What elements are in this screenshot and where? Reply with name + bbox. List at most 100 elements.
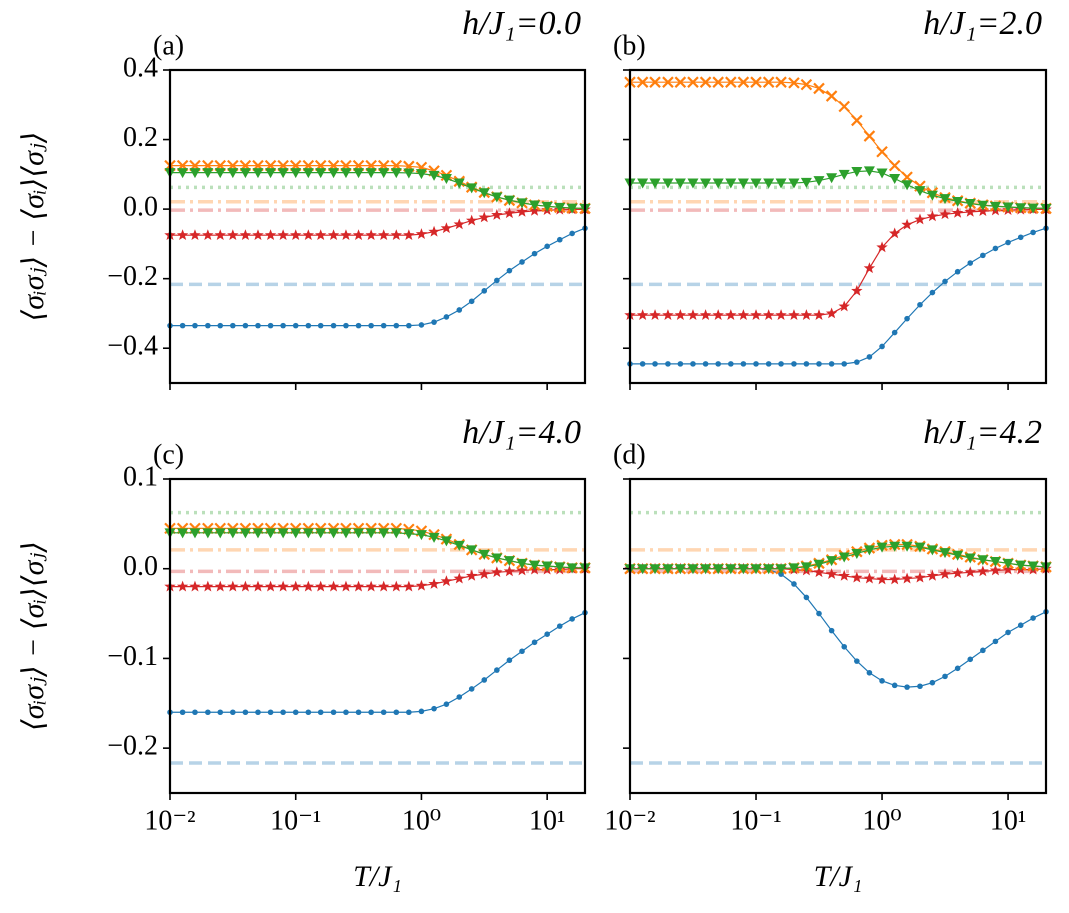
- marker: [453, 178, 465, 189]
- marker: [1027, 561, 1039, 572]
- marker: [917, 301, 923, 308]
- marker: [788, 563, 800, 574]
- marker: [554, 562, 566, 573]
- marker: [494, 277, 500, 284]
- marker: [343, 709, 349, 716]
- marker: [800, 177, 812, 188]
- marker: [826, 173, 838, 184]
- series-line: [630, 545, 1047, 570]
- marker: [964, 553, 976, 564]
- marker: [491, 566, 503, 578]
- marker: [828, 627, 835, 634]
- marker: [453, 218, 465, 230]
- marker: [649, 76, 661, 88]
- marker: [737, 564, 749, 575]
- marker: [177, 168, 189, 179]
- marker: [355, 322, 362, 329]
- marker: [343, 322, 349, 329]
- panel-label: (d): [613, 439, 646, 470]
- marker: [700, 178, 712, 189]
- marker: [544, 631, 550, 638]
- marker: [992, 245, 999, 252]
- y-axis-label: ⟨σᵢσⱼ⟩ − ⟨σᵢ⟩⟨σⱼ⟩: [17, 541, 50, 731]
- marker: [652, 361, 658, 367]
- marker: [456, 694, 463, 700]
- marker: [677, 361, 684, 367]
- y-tick-label: −0.2: [107, 261, 158, 292]
- marker: [841, 361, 848, 367]
- marker: [712, 76, 724, 88]
- marker: [179, 709, 186, 716]
- marker: [712, 178, 724, 189]
- marker: [816, 610, 822, 617]
- marker: [1030, 229, 1036, 236]
- marker: [368, 709, 374, 716]
- marker: [763, 178, 775, 189]
- x-tick-label: 10⁻¹: [730, 805, 781, 836]
- marker: [277, 528, 289, 539]
- marker: [466, 183, 478, 194]
- marker: [715, 361, 721, 367]
- marker: [838, 169, 850, 180]
- marker: [888, 227, 901, 239]
- marker: [866, 354, 873, 360]
- marker: [665, 361, 671, 367]
- marker: [737, 178, 749, 189]
- marker: [503, 556, 515, 567]
- marker: [637, 564, 649, 575]
- marker: [531, 250, 538, 257]
- y-tick-label: 0.4: [123, 52, 158, 83]
- marker: [428, 170, 440, 181]
- panel-title: h/J₁=4.2: [923, 414, 1042, 451]
- marker: [649, 564, 661, 575]
- marker: [556, 236, 563, 243]
- marker: [305, 709, 312, 716]
- marker: [762, 309, 775, 321]
- marker: [929, 679, 936, 686]
- marker: [778, 361, 784, 367]
- marker: [290, 580, 302, 592]
- marker: [914, 186, 926, 197]
- panel-title: h/J₁=2.0: [923, 5, 1042, 42]
- marker: [725, 564, 737, 575]
- marker: [327, 580, 340, 592]
- marker: [863, 130, 876, 142]
- marker: [340, 528, 352, 539]
- marker: [443, 314, 450, 320]
- marker: [851, 571, 863, 583]
- marker: [431, 319, 437, 325]
- marker: [901, 541, 913, 552]
- marker: [989, 201, 1001, 212]
- marker: [803, 594, 810, 601]
- marker: [290, 168, 302, 179]
- marker: [327, 229, 340, 241]
- marker: [418, 322, 425, 328]
- marker: [465, 569, 478, 581]
- marker: [214, 229, 226, 241]
- marker: [841, 643, 848, 650]
- marker: [418, 708, 425, 715]
- marker: [443, 701, 450, 707]
- marker: [639, 361, 646, 367]
- series-line: [170, 208, 585, 236]
- marker: [992, 638, 999, 645]
- marker: [277, 229, 289, 241]
- panel-label: (b): [613, 30, 646, 61]
- marker: [888, 159, 901, 172]
- marker: [280, 322, 286, 329]
- marker: [456, 307, 463, 313]
- marker: [854, 359, 860, 365]
- marker: [315, 528, 327, 539]
- marker: [242, 322, 249, 329]
- marker: [791, 581, 797, 587]
- marker: [481, 288, 488, 294]
- marker: [478, 549, 490, 560]
- panel: h/J₁=2.0 (b): [613, 5, 1052, 390]
- marker: [838, 100, 850, 113]
- marker: [406, 322, 412, 329]
- marker: [214, 168, 226, 179]
- marker: [989, 557, 1001, 568]
- panel: 0.4 0.2 0.0 −0.2 −0.4 h/J₁=0.0 (a) ⟨σᵢσⱼ⟩ − ⟨σᵢ…: [17, 5, 591, 390]
- marker: [239, 580, 252, 592]
- marker: [901, 572, 913, 584]
